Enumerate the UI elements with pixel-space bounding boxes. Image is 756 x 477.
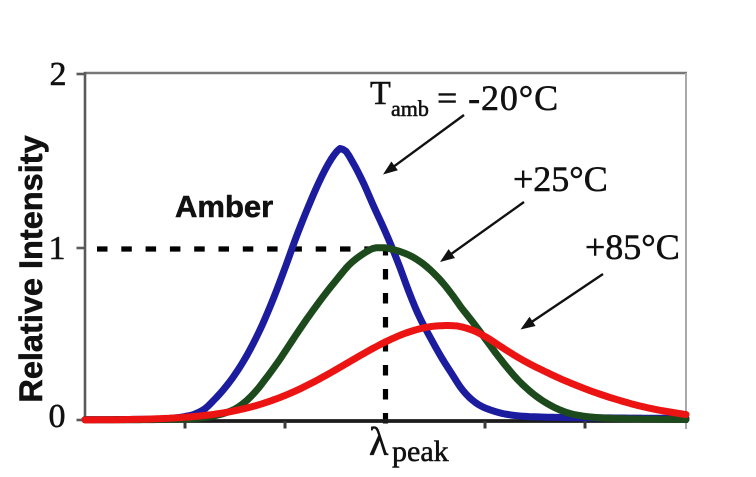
svg-text:Amber: Amber bbox=[175, 189, 273, 224]
svg-text:2: 2 bbox=[50, 56, 67, 93]
svg-text:T: T bbox=[370, 75, 391, 112]
svg-text:λ: λ bbox=[369, 419, 389, 464]
svg-text:Relative Intensity: Relative Intensity bbox=[13, 135, 49, 402]
svg-text:1: 1 bbox=[49, 230, 66, 267]
svg-text:0: 0 bbox=[49, 398, 66, 435]
svg-text:peak: peak bbox=[392, 435, 449, 468]
svg-text:amb: amb bbox=[391, 96, 429, 121]
svg-text:+85°C: +85°C bbox=[585, 227, 680, 267]
svg-text:+25°C: +25°C bbox=[513, 159, 608, 199]
svg-text:= -20°C: = -20°C bbox=[437, 78, 559, 118]
